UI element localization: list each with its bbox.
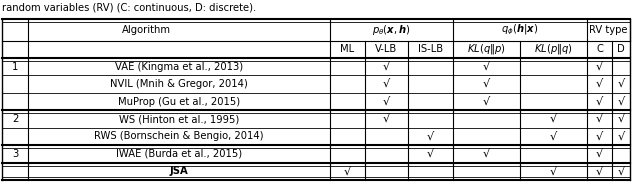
Text: √: √: [344, 166, 351, 176]
Text: 3: 3: [12, 149, 18, 159]
Text: $p_{\theta}(\boldsymbol{x}, \boldsymbol{h})$: $p_{\theta}(\boldsymbol{x}, \boldsymbol{…: [372, 23, 411, 37]
Text: JSA: JSA: [170, 166, 188, 176]
Text: 1: 1: [12, 62, 18, 72]
Text: $KL(p\|q)$: $KL(p\|q)$: [534, 43, 573, 56]
Text: √: √: [596, 97, 603, 107]
Text: IWAE (Burda et al., 2015): IWAE (Burda et al., 2015): [116, 149, 242, 159]
Text: D: D: [617, 45, 625, 54]
Text: C: C: [596, 45, 603, 54]
Text: √: √: [596, 62, 603, 72]
Text: V-LB: V-LB: [376, 45, 397, 54]
Text: √: √: [618, 131, 625, 141]
Text: random variables (RV) (C: continuous, D: discrete).: random variables (RV) (C: continuous, D:…: [2, 2, 256, 12]
Text: VAE (Kingma et al., 2013): VAE (Kingma et al., 2013): [115, 62, 243, 72]
Text: √: √: [483, 97, 490, 107]
Text: $q_{\phi}(\boldsymbol{h}|\boldsymbol{x})$: $q_{\phi}(\boldsymbol{h}|\boldsymbol{x})…: [501, 23, 539, 37]
Text: √: √: [383, 79, 390, 89]
Text: √: √: [550, 166, 557, 176]
Text: RV type: RV type: [589, 25, 628, 35]
Text: √: √: [618, 79, 625, 89]
Text: √: √: [550, 114, 557, 124]
Text: √: √: [550, 131, 557, 141]
Text: IS-LB: IS-LB: [418, 45, 443, 54]
Text: RWS (Bornschein & Bengio, 2014): RWS (Bornschein & Bengio, 2014): [94, 131, 264, 141]
Text: √: √: [618, 97, 625, 107]
Text: √: √: [483, 79, 490, 89]
Text: 2: 2: [12, 114, 18, 124]
Text: Algorithm: Algorithm: [122, 25, 171, 35]
Text: NVIL (Mnih & Gregor, 2014): NVIL (Mnih & Gregor, 2014): [110, 79, 248, 89]
Text: MuProp (Gu et al., 2015): MuProp (Gu et al., 2015): [118, 97, 240, 107]
Text: √: √: [383, 97, 390, 107]
Text: √: √: [596, 166, 603, 176]
Text: √: √: [383, 114, 390, 124]
Text: √: √: [483, 62, 490, 72]
Text: ML: ML: [340, 45, 355, 54]
Text: √: √: [596, 149, 603, 159]
Text: √: √: [427, 149, 434, 159]
Text: √: √: [596, 79, 603, 89]
Text: $KL(q\|p)$: $KL(q\|p)$: [467, 43, 506, 56]
Text: √: √: [618, 166, 625, 176]
Text: WS (Hinton et al., 1995): WS (Hinton et al., 1995): [119, 114, 239, 124]
Text: √: √: [383, 62, 390, 72]
Text: √: √: [618, 114, 625, 124]
Text: √: √: [427, 131, 434, 141]
Text: √: √: [596, 114, 603, 124]
Text: √: √: [483, 149, 490, 159]
Text: √: √: [596, 131, 603, 141]
